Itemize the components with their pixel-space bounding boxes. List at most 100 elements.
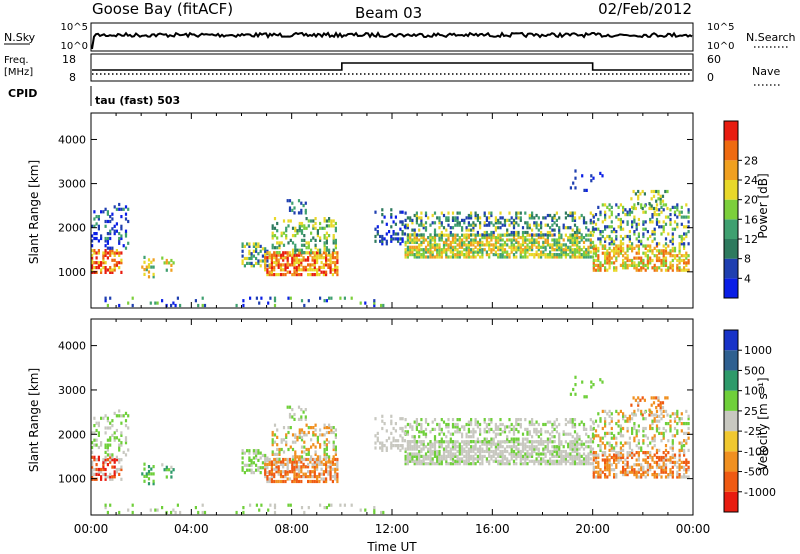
velocity-cell (658, 473, 661, 477)
power-cell (604, 251, 607, 255)
power-cell (531, 236, 534, 240)
velocity-cell (669, 455, 672, 460)
power-cell (512, 218, 516, 222)
velocity-cell (494, 425, 497, 429)
power-cell (528, 240, 531, 244)
power-cell (320, 253, 323, 257)
power-cell (608, 258, 611, 263)
velocity-cell (431, 427, 434, 431)
power-cell (277, 253, 280, 257)
velocity-cell (93, 424, 96, 428)
velocity-cell (456, 457, 459, 461)
power-cell (667, 215, 670, 219)
velocity-cell (302, 472, 305, 476)
velocity-cell (321, 433, 324, 437)
power-cell (508, 233, 511, 237)
power-cell (374, 234, 377, 239)
power-cell (649, 261, 652, 265)
power-cell (613, 242, 616, 246)
power-cell (503, 223, 507, 227)
velocity-cell (555, 447, 558, 451)
power-cell (422, 238, 425, 242)
velocity-cell (653, 419, 656, 423)
power-cell (576, 238, 579, 242)
power-cell (451, 233, 455, 237)
power-cell (488, 253, 491, 257)
velocity-cell (476, 437, 479, 441)
velocity-cell (295, 462, 298, 466)
velocity-cell (622, 455, 625, 460)
power-cell (687, 242, 690, 246)
power-cell (608, 237, 611, 241)
power-cell (560, 243, 563, 247)
velocity-cell (617, 455, 620, 460)
power-cell (268, 270, 271, 274)
power-cell (683, 268, 686, 272)
power-cell (424, 250, 428, 254)
power-cell (325, 224, 328, 228)
colorbar-tick-label: 8 (744, 253, 751, 266)
velocity-cell (418, 452, 421, 456)
velocity-cell (594, 470, 598, 474)
velocity-cell (653, 439, 656, 443)
power-cell (278, 251, 281, 255)
power-cell (445, 216, 448, 220)
power-cell (291, 263, 294, 267)
velocity-cell (553, 447, 556, 451)
velocity-cell (406, 447, 409, 451)
power-cell (429, 233, 432, 237)
velocity-cell (628, 470, 631, 474)
power-cell (644, 263, 647, 267)
power-cell (456, 238, 459, 242)
velocity-cell (515, 445, 518, 449)
velocity-cell (293, 467, 296, 471)
velocity-cell (662, 434, 665, 438)
power-cell (311, 258, 314, 262)
velocity-cell (604, 417, 607, 421)
velocity-cell (120, 431, 123, 435)
velocity-cell (497, 442, 500, 446)
power-cell (131, 296, 134, 300)
power-cell (270, 258, 273, 262)
power-cell (476, 218, 479, 222)
velocity-cell (143, 474, 146, 478)
power-cell (669, 217, 672, 222)
power-cell (599, 237, 602, 241)
velocity-cell (113, 436, 116, 440)
power-cell (325, 248, 328, 252)
power-cell (630, 197, 633, 201)
velocity-cell (626, 451, 629, 455)
velocity-cell (551, 430, 554, 434)
power-cell (591, 233, 595, 237)
power-cell (569, 226, 572, 230)
power-cell (608, 261, 611, 265)
power-cell (461, 233, 464, 237)
velocity-cell (118, 438, 121, 442)
power-cell (622, 242, 625, 246)
power-cell (293, 211, 296, 215)
power-cell (685, 268, 688, 272)
velocity-cell (503, 462, 507, 466)
power-cell (284, 263, 287, 267)
velocity-cell (97, 472, 100, 476)
power-cell (474, 213, 477, 218)
power-cell (250, 252, 253, 256)
velocity-cell (653, 460, 656, 464)
power-cell (270, 273, 273, 277)
velocity-cell (95, 421, 98, 425)
power-cell (168, 261, 171, 265)
velocity-cell (528, 445, 531, 449)
velocity-cell (642, 470, 645, 474)
power-cell (304, 251, 307, 255)
y-tick-label: 1000 (58, 473, 86, 486)
velocity-cell (562, 449, 565, 454)
velocity-cell (608, 460, 611, 464)
power-cell (422, 250, 425, 254)
power-cell (571, 236, 574, 240)
power-cell (619, 251, 622, 255)
power-cell (449, 250, 452, 254)
power-cell (531, 240, 534, 244)
velocity-cell (275, 462, 278, 466)
velocity-cell (429, 442, 432, 446)
velocity-cell (289, 445, 292, 449)
